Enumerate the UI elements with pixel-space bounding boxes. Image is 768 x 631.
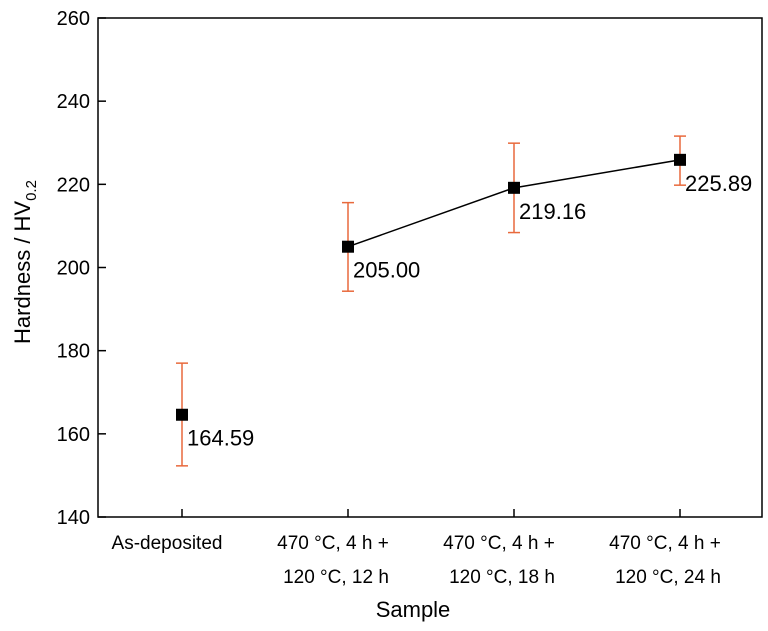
y-tick-label: 220 [57,174,90,196]
y-axis-title-sub: 0.2 [23,180,40,201]
y-axis-title: Hardness / HV0.2 [10,180,40,344]
data-label: 205.00 [353,258,420,283]
y-axis: 140 160 180 200 220 240 260 [57,8,106,529]
y-tick-label: 140 [57,507,90,529]
data-label: 219.16 [519,199,586,224]
y-tick-label: 260 [57,8,90,30]
data-point [176,408,188,421]
x-tick-label: 470 °C, 4 h + [443,533,555,554]
data-point [674,153,686,166]
data-label: 225.89 [685,171,752,196]
y-tick-label: 240 [57,91,90,113]
x-tick-label: 470 °C, 4 h + [609,533,721,554]
series-layer: 164.59 205.00 219.16 225.89 [176,135,752,467]
x-tick-label-line2: 120 °C, 12 h [283,567,389,588]
data-point [342,240,354,253]
y-tick-label: 160 [57,424,90,446]
x-tick-label-line2: 120 °C, 24 h [615,567,721,588]
y-tick-label: 200 [57,258,90,280]
x-tick-label-line2: 120 °C, 18 h [449,567,555,588]
x-tick-label: 470 °C, 4 h + [277,533,389,554]
y-axis-title-main: Hardness / HV [10,201,35,344]
data-label: 164.59 [187,426,254,451]
y-tick-label: 180 [57,341,90,363]
x-tick-label: As-deposited [112,533,223,554]
data-point [508,181,520,194]
x-axis-title: Sample [376,597,451,622]
x-axis: As-deposited 470 °C, 4 h + 120 °C, 12 h 470… [112,509,721,588]
